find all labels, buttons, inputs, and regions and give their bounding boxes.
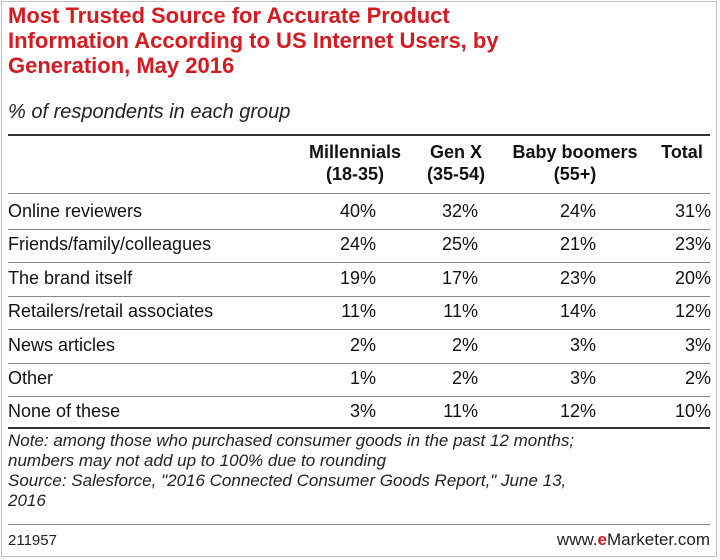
row-label: Retailers/retail associates [8, 301, 214, 322]
table-cell: 11% [443, 301, 478, 322]
title-line: Most Trusted Source for Accurate Product [8, 3, 450, 28]
table-cell: 14% [559, 301, 596, 322]
row-divider [8, 362, 710, 364]
chart-subtitle: % of respondents in each group [8, 101, 291, 123]
row-label: Online reviewers [8, 201, 143, 221]
column-header-millennials: Millennials (18-35) [290, 141, 420, 185]
table-cell: 3% [349, 401, 376, 422]
column-header-total: Total [652, 141, 712, 163]
table-cell: 2% [349, 334, 376, 355]
table-cell: 11% [341, 301, 376, 322]
header-top-rule [8, 134, 710, 136]
table-cell: 10% [674, 401, 711, 422]
row-label: Other [8, 368, 54, 388]
table-cell: 20% [674, 267, 711, 288]
row-label: None of these [8, 401, 121, 422]
emarketer-logo: www.eMarketer.com [557, 530, 710, 550]
row-divider [8, 396, 710, 397]
table-cell: 11% [443, 401, 478, 422]
source-line: 2016 [8, 491, 46, 510]
table-cell: 3% [684, 334, 711, 355]
table-cell: 31% [674, 201, 711, 221]
row-label: News articles [8, 334, 116, 355]
column-header-line1: Total [661, 142, 703, 162]
row-divider [8, 262, 710, 264]
table-cell: 3% [569, 334, 596, 355]
column-header-line2: (55+) [553, 164, 597, 184]
table-bottom-rule [8, 427, 710, 429]
table-cell: 3% [569, 368, 596, 388]
table-cell: 23% [674, 234, 711, 255]
row-divider [8, 229, 710, 230]
brand-prefix: www. [556, 530, 598, 549]
table-cell: 1% [349, 368, 376, 388]
table-cell: 12% [559, 401, 596, 422]
column-header-line2: (35-54) [426, 164, 486, 184]
chart-id: 211957 [8, 532, 57, 549]
column-header-baby-boomers: Baby boomers (55+) [495, 141, 655, 185]
table-cell: 12% [674, 301, 711, 322]
column-header-line1: Baby boomers [512, 142, 638, 162]
brand-suffix: Marketer.com [607, 530, 710, 549]
column-header-genx: Gen X (35-54) [420, 141, 492, 185]
header-bottom-rule [8, 193, 710, 194]
row-label: The brand itself [8, 267, 133, 288]
column-header-line1: Gen X [429, 142, 482, 162]
row-divider [8, 295, 710, 297]
notes: Note: among those who purchased consumer… [8, 431, 712, 511]
table-cell: 2% [451, 334, 478, 355]
table-cell: 17% [441, 267, 478, 288]
table-cell: 24% [559, 201, 596, 221]
table-cell: 23% [559, 267, 596, 288]
row-divider [8, 329, 710, 331]
table-cell: 40% [339, 201, 376, 221]
table-cell: 25% [441, 234, 478, 255]
row-label: Friends/family/colleagues [8, 234, 212, 255]
table-cell: 24% [339, 234, 376, 255]
chart-title: Most Trusted Source for Accurate Product… [8, 3, 708, 78]
note-line: Note: among those who purchased consumer… [8, 431, 575, 450]
table-cell: 19% [339, 267, 376, 288]
table-cell: 2% [451, 368, 478, 388]
note-line: numbers may not add up to 100% due to ro… [8, 451, 387, 470]
column-header-line2: (18-35) [325, 164, 385, 184]
table-cell: 2% [684, 368, 711, 388]
title-line: Information According to US Internet Use… [8, 28, 499, 53]
table-cell: 32% [441, 201, 478, 221]
source-line: Source: Salesforce, "2016 Connected Cons… [8, 471, 567, 490]
footer-rule [8, 524, 710, 525]
title-line: Generation, May 2016 [8, 53, 235, 78]
brand-mark: e [597, 530, 608, 549]
column-header-line1: Millennials [308, 142, 402, 162]
table-cell: 21% [559, 234, 596, 255]
